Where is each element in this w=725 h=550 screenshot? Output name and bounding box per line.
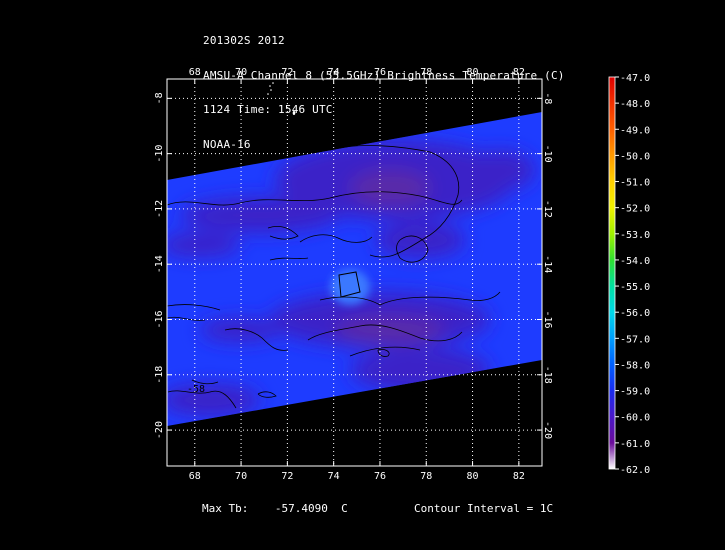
- colorbar-label: -56.0: [620, 308, 650, 319]
- colorbar-label: -57.0: [620, 334, 650, 345]
- contour-lines: [166, 145, 501, 409]
- colorbar-label: -49.0: [620, 125, 650, 136]
- colorbar-label: -62.0: [620, 465, 650, 476]
- lat-label-right: -14: [542, 255, 553, 273]
- contour-interval: Contour Interval = 1C: [414, 502, 554, 515]
- lon-label-bottom: 72: [281, 471, 293, 482]
- colorbar-label: -53.0: [620, 230, 650, 241]
- lon-label-top: 78: [420, 67, 432, 78]
- lat-label-right: -16: [542, 310, 553, 328]
- colorbar-label: -60.0: [620, 413, 650, 424]
- colorbar-label: -48.0: [620, 99, 650, 110]
- lon-label-top: 68: [189, 67, 201, 78]
- colorbar-label: -58.0: [620, 360, 650, 371]
- colorbar-label: -52.0: [620, 204, 650, 215]
- colorbar-label: -61.0: [620, 439, 650, 450]
- lon-label-bottom: 82: [513, 471, 525, 482]
- lon-label-bottom: 76: [374, 471, 386, 482]
- colorbar-label: -51.0: [620, 178, 650, 189]
- lat-label-left: -12: [154, 200, 165, 218]
- lat-label-left: -18: [154, 366, 165, 384]
- colorbar-ramp: [608, 76, 616, 470]
- contour-label: -58: [187, 384, 205, 395]
- lat-label-right: -8: [542, 92, 553, 104]
- header-satellite: NOAA-16: [203, 137, 251, 151]
- lon-label-top: 76: [374, 67, 386, 78]
- lon-label-top: 74: [328, 67, 340, 78]
- header-product: AMSU-A Channel 8 (55.5GHz) Brightness Te…: [203, 68, 565, 82]
- map-axes: 68 68 70 70 72 72 74 74 76 76 78 78 80 80 82 82 -8 -8 -10 -…: [154, 67, 553, 482]
- lat-label-left: -10: [154, 145, 165, 163]
- lat-label-left: -14: [154, 255, 165, 273]
- swath-field: [167, 112, 542, 426]
- warm-spot: [330, 269, 370, 305]
- colorbar-label: -54.0: [620, 256, 650, 267]
- max-tb-value: -57.4090: [274, 502, 328, 515]
- warm-spot-contour: [338, 271, 361, 298]
- colorbar-label: -55.0: [620, 282, 650, 293]
- max-tb-readout: Max Tb: -57.4090 C: [202, 502, 348, 515]
- map-grid: [167, 79, 542, 466]
- colorbar-label: -50.0: [620, 151, 650, 162]
- island-marks: [267, 82, 296, 115]
- lon-label-top: 82: [513, 67, 525, 78]
- lon-label-bottom: 70: [235, 471, 247, 482]
- lat-label-left: -16: [154, 310, 165, 328]
- colorbar: -47.0 -48.0 -49.0 -50.0 -51.0 -52.0 -53.0 -54.0…: [608, 73, 650, 476]
- colorbar-label: -59.0: [620, 387, 650, 398]
- lat-label-right: -10: [542, 145, 553, 163]
- map-header: 201302S 2012 AMSU-A Channel 8 (55.5GHz) …: [203, 12, 565, 162]
- lon-label-bottom: 80: [467, 471, 479, 482]
- lon-label-bottom: 78: [420, 471, 432, 482]
- max-tb-unit: C: [341, 502, 348, 515]
- lon-label-bottom: 68: [189, 471, 201, 482]
- lat-label-right: -18: [542, 366, 553, 384]
- lon-label-top: 72: [281, 67, 293, 78]
- colorbar-label: -47.0: [620, 73, 650, 84]
- map-frame: [166, 78, 543, 467]
- lat-label-left: -8: [154, 92, 165, 104]
- lon-label-top: 70: [235, 67, 247, 78]
- lon-label-top: 80: [467, 67, 479, 78]
- max-tb-label: Max Tb:: [202, 502, 249, 515]
- lon-label-bottom: 74: [328, 471, 340, 482]
- lat-label-right: -20: [542, 421, 553, 439]
- lat-label-left: -20: [154, 421, 165, 439]
- header-time: 1124 Time: 1546 UTC: [203, 103, 333, 116]
- lat-label-right: -12: [542, 200, 553, 218]
- field-patches: [167, 140, 535, 416]
- header-date: 201302S 2012: [203, 34, 285, 47]
